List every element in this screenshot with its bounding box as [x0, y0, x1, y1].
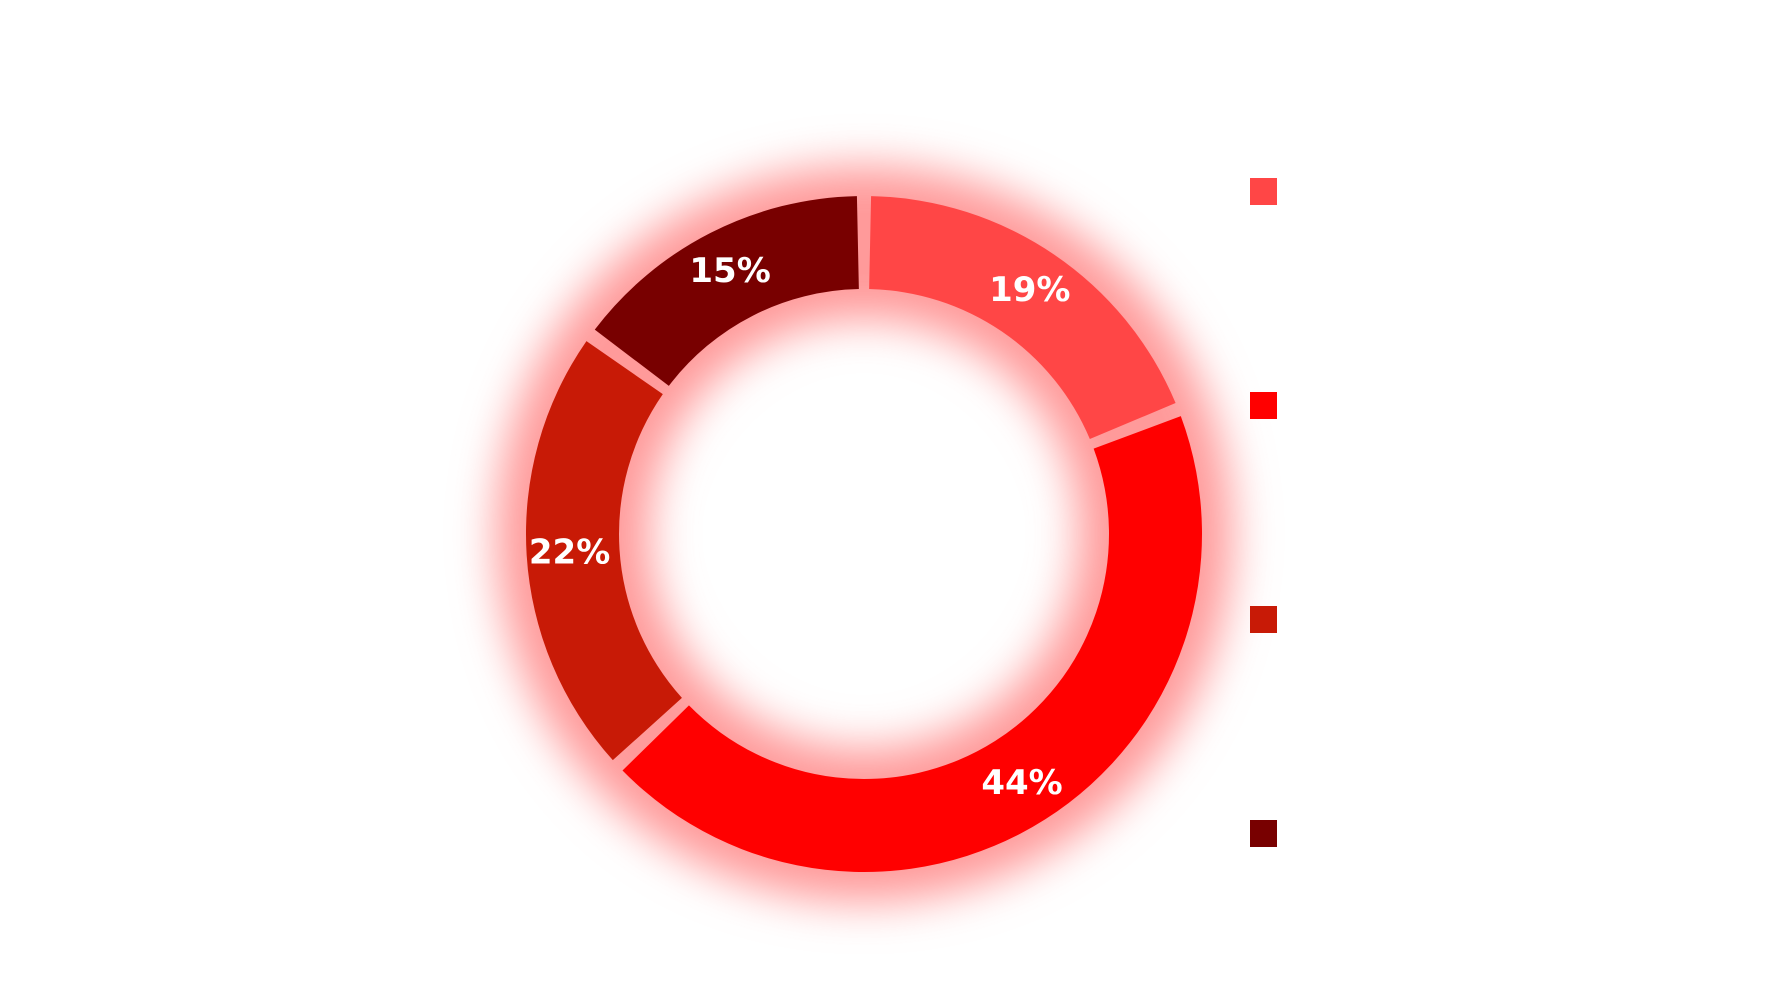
slice-label-2: 44% — [981, 763, 1062, 803]
legend-swatch-1 — [1250, 178, 1277, 205]
donut-slice-2 — [622, 416, 1202, 872]
legend-swatch-3 — [1250, 606, 1277, 633]
slice-labels: 19% 44% 22% 15% — [529, 251, 1071, 803]
donut-slice-1 — [869, 196, 1176, 440]
slice-label-3: 22% — [529, 533, 610, 573]
donut-slice-3 — [526, 341, 682, 761]
legend-swatch-2 — [1250, 392, 1277, 419]
donut-slice-4 — [594, 196, 859, 386]
donut-slices — [526, 196, 1202, 872]
legend-swatch-4 — [1250, 820, 1277, 847]
slice-label-4: 15% — [689, 251, 770, 291]
slice-label-1: 19% — [989, 270, 1070, 310]
